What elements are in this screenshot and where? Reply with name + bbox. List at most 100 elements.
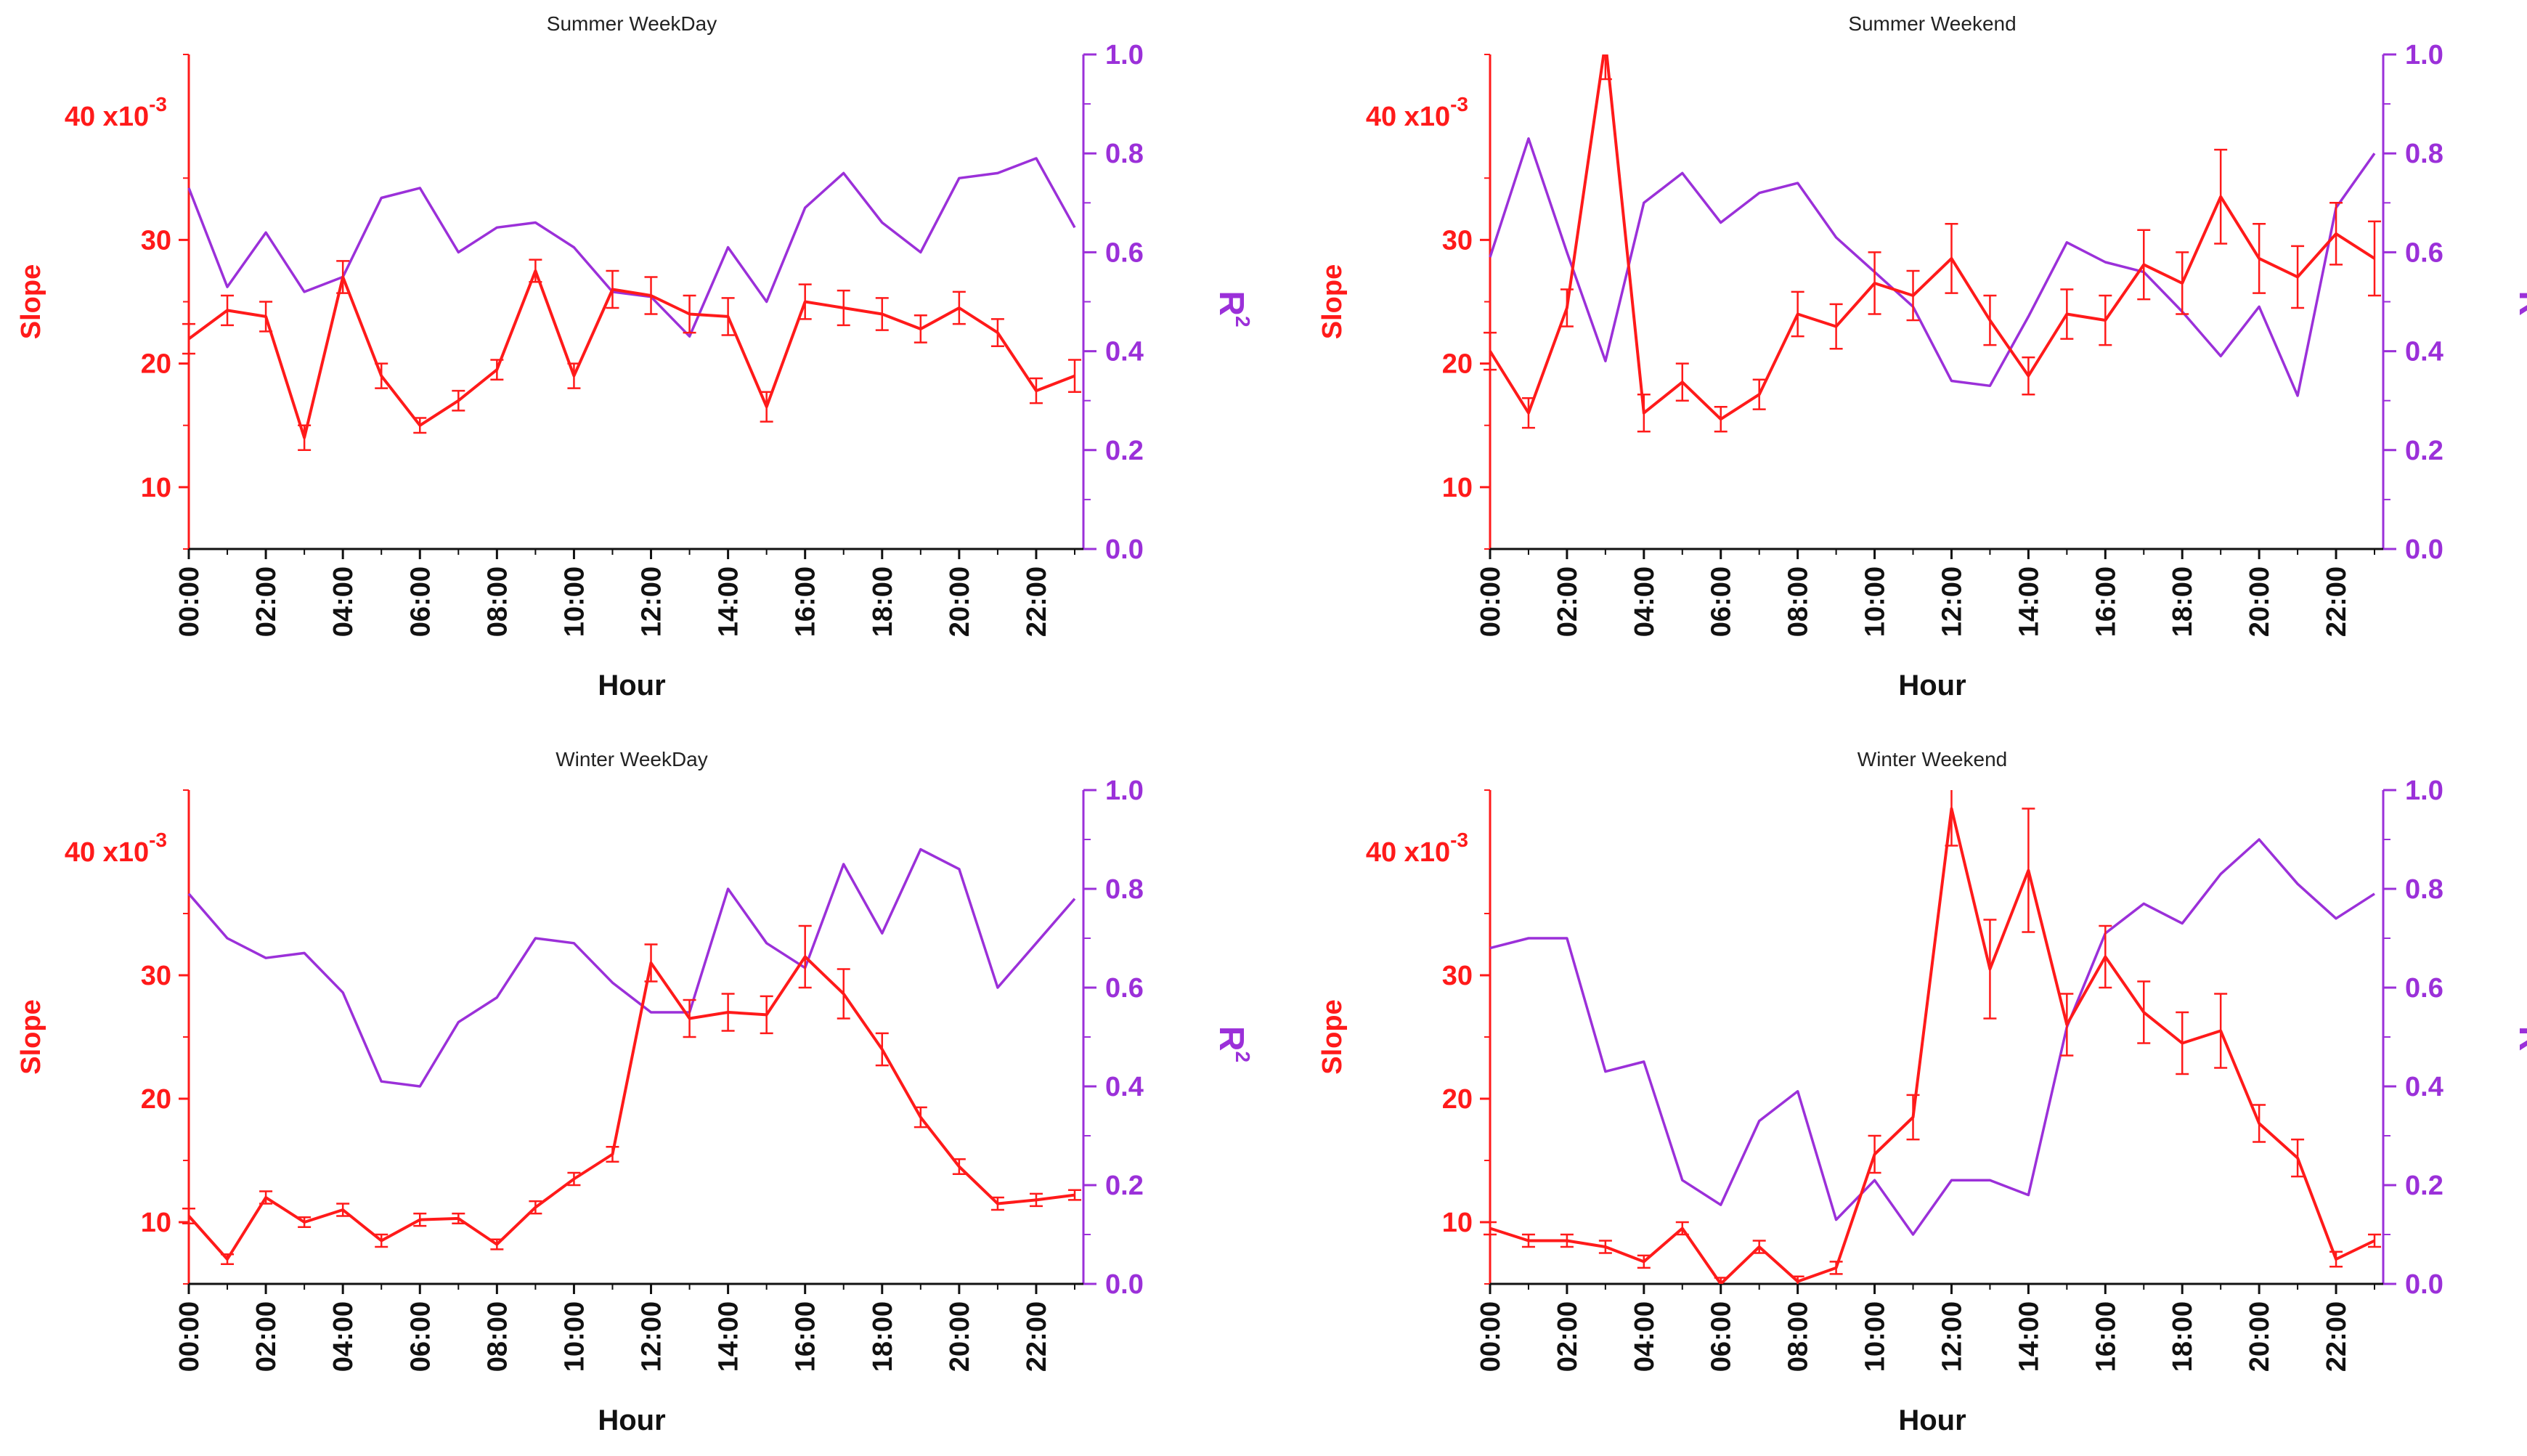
slope-error-bar — [683, 294, 696, 334]
right-tick-label: 0.0 — [1105, 534, 1144, 565]
x-tick-label: 14:00 — [714, 1301, 744, 1372]
chart-title: Winter WeekDay — [556, 748, 708, 770]
left-tick-label: 10 — [141, 473, 171, 503]
x-tick-label: 14:00 — [2014, 1301, 2044, 1372]
left-tick-label: 20 — [1442, 349, 1473, 380]
slope-error-bar — [2060, 288, 2074, 340]
right-tick-label: 0.8 — [2405, 874, 2443, 905]
slope-error-bar — [1029, 377, 1043, 404]
left-tick-label: 30 — [1442, 225, 1473, 256]
r2-series-line — [1489, 137, 2376, 397]
x-tick-label: 16:00 — [2091, 566, 2121, 637]
x-tick-label: 10:00 — [559, 1301, 590, 1372]
left-scale-exponent: -3 — [1450, 93, 1468, 115]
x-tick-label: 10:00 — [1860, 1301, 1891, 1372]
slope-error-bar — [760, 391, 773, 423]
x-tick-label: 20:00 — [945, 566, 975, 637]
slope-error-bar — [1983, 294, 1997, 346]
slope-error-bar — [606, 1146, 619, 1163]
right-tick-label: 1.0 — [2405, 776, 2443, 806]
r2-series-line — [187, 847, 1076, 1088]
x-tick-label: 12:00 — [637, 1301, 667, 1372]
slope-error-bar — [721, 993, 735, 1032]
slope-error-bar — [952, 290, 966, 325]
slope-error-bar — [375, 1233, 388, 1248]
slope-error-bar — [990, 1196, 1004, 1211]
slope-error-bar — [336, 1203, 350, 1217]
slope-error-bar — [760, 995, 773, 1035]
slope-error-bar — [1637, 1254, 1651, 1269]
r2-series-line — [187, 157, 1076, 338]
x-tick-label: 14:00 — [714, 566, 744, 637]
slope-error-bar — [837, 289, 850, 327]
x-tick-label: 00:00 — [1476, 566, 1506, 637]
left-scale-base: 40 x10 — [1366, 837, 1450, 868]
slope-error-bar — [1598, 1240, 1612, 1254]
right-axis-title: R2 — [2512, 290, 2527, 327]
right-axis-title-base: R — [2512, 1026, 2527, 1052]
x-tick-label: 12:00 — [637, 566, 667, 637]
x-tick-label: 20:00 — [945, 1301, 975, 1372]
slope-error-bar — [2137, 980, 2151, 1044]
x-tick-label: 06:00 — [405, 566, 436, 637]
slope-error-bar — [606, 269, 619, 309]
slope-error-bar — [2060, 993, 2074, 1057]
slope-error-bar — [1675, 1221, 1689, 1236]
slope-series-line — [1489, 54, 2376, 421]
x-tick-label: 16:00 — [791, 566, 821, 637]
left-axis-title: Slope — [16, 264, 46, 339]
slope-error-bar — [1906, 1094, 1920, 1141]
x-tick-label: 12:00 — [1937, 1301, 1967, 1372]
left-tick-label: 30 — [141, 961, 171, 991]
right-axis-title-base: R — [1212, 290, 1250, 316]
left-scale-exponent: -3 — [1450, 829, 1468, 851]
left-scale-label: 40 x10-3 — [1366, 93, 1468, 132]
slope-error-bar — [2368, 1233, 2381, 1248]
left-scale-exponent: -3 — [149, 93, 167, 115]
slope-error-bar — [221, 1253, 235, 1266]
slope-error-bar — [567, 362, 581, 389]
left-scale-exponent: -3 — [149, 829, 167, 851]
x-tick-label: 06:00 — [1706, 566, 1737, 637]
right-axis-title: R2 — [1212, 1026, 1254, 1062]
slope-error-bar — [1675, 362, 1689, 402]
slope-error-bar — [182, 1208, 195, 1224]
slope-error-bar — [1829, 303, 1843, 350]
slope-error-bar — [490, 359, 504, 381]
slope-error-bar — [2176, 1011, 2189, 1075]
right-tick-label: 0.8 — [1105, 139, 1144, 169]
slope-error-bar — [452, 1212, 465, 1224]
slope-error-bar — [1560, 288, 1574, 328]
left-tick-label: 20 — [141, 349, 171, 380]
left-scale-base: 40 x10 — [65, 102, 149, 132]
slope-error-bar — [567, 1171, 581, 1187]
right-tick-label: 0.0 — [2405, 534, 2443, 565]
slope-error-bar — [875, 297, 889, 331]
x-tick-label: 06:00 — [405, 1301, 436, 1372]
right-tick-label: 0.4 — [1105, 1072, 1144, 1102]
left-tick-label: 10 — [1442, 473, 1473, 503]
slope-error-bar — [490, 1238, 504, 1250]
x-tick-label: 04:00 — [328, 566, 359, 637]
slope-error-bar — [182, 322, 195, 355]
right-axis-title-base: R — [1212, 1026, 1250, 1052]
slope-error-bar — [1068, 1189, 1081, 1201]
slope-error-bar — [1829, 1261, 1843, 1275]
x-axis-title: Hour — [598, 670, 665, 701]
slope-error-bar — [529, 1200, 542, 1215]
slope-error-bar — [721, 297, 735, 336]
slope-error-bar — [644, 943, 658, 983]
x-tick-label: 22:00 — [1022, 566, 1052, 637]
x-tick-label: 22:00 — [1022, 1301, 1052, 1372]
right-tick-label: 0.8 — [2405, 139, 2443, 169]
x-tick-label: 04:00 — [1629, 1301, 1660, 1372]
slope-error-bar — [2368, 220, 2381, 297]
slope-error-bar — [336, 260, 350, 294]
x-tick-label: 08:00 — [1783, 1301, 1814, 1372]
chart-panel-4: Winter Weekend 10 20 30 40 x10-3 Slope 0.0 0.2 0… — [1317, 748, 2527, 1436]
right-tick-label: 0.2 — [1105, 1171, 1144, 1201]
x-tick-label: 02:00 — [1553, 566, 1583, 637]
x-axis-title: Hour — [598, 1404, 665, 1436]
slope-error-bar — [298, 424, 312, 452]
x-tick-label: 08:00 — [482, 1301, 513, 1372]
